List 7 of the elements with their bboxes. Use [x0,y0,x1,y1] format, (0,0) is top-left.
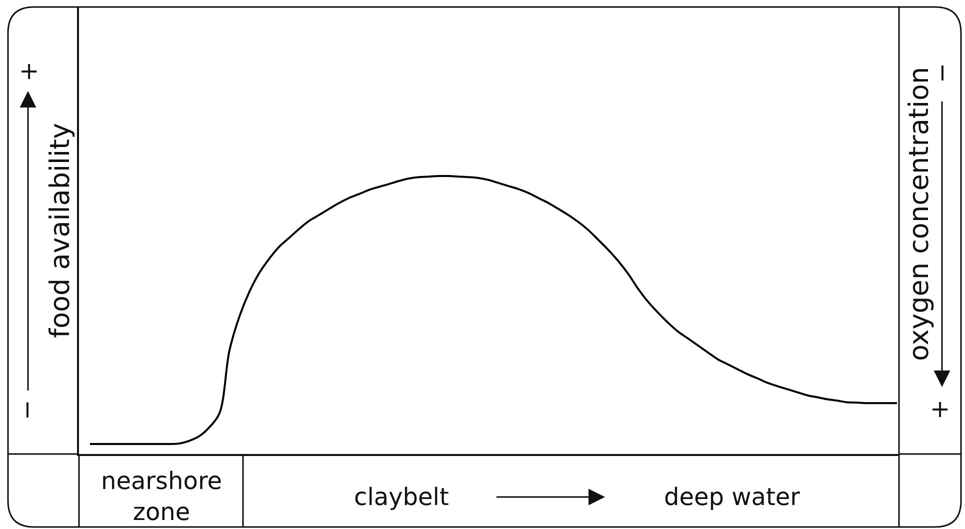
text: claybelt [354,483,449,511]
text: + [930,395,950,423]
text: deep water [664,483,800,511]
text: + [19,57,40,85]
text: − [13,400,41,420]
text: nearshore zone [101,467,222,526]
y-axis-title: food availability [44,122,76,338]
